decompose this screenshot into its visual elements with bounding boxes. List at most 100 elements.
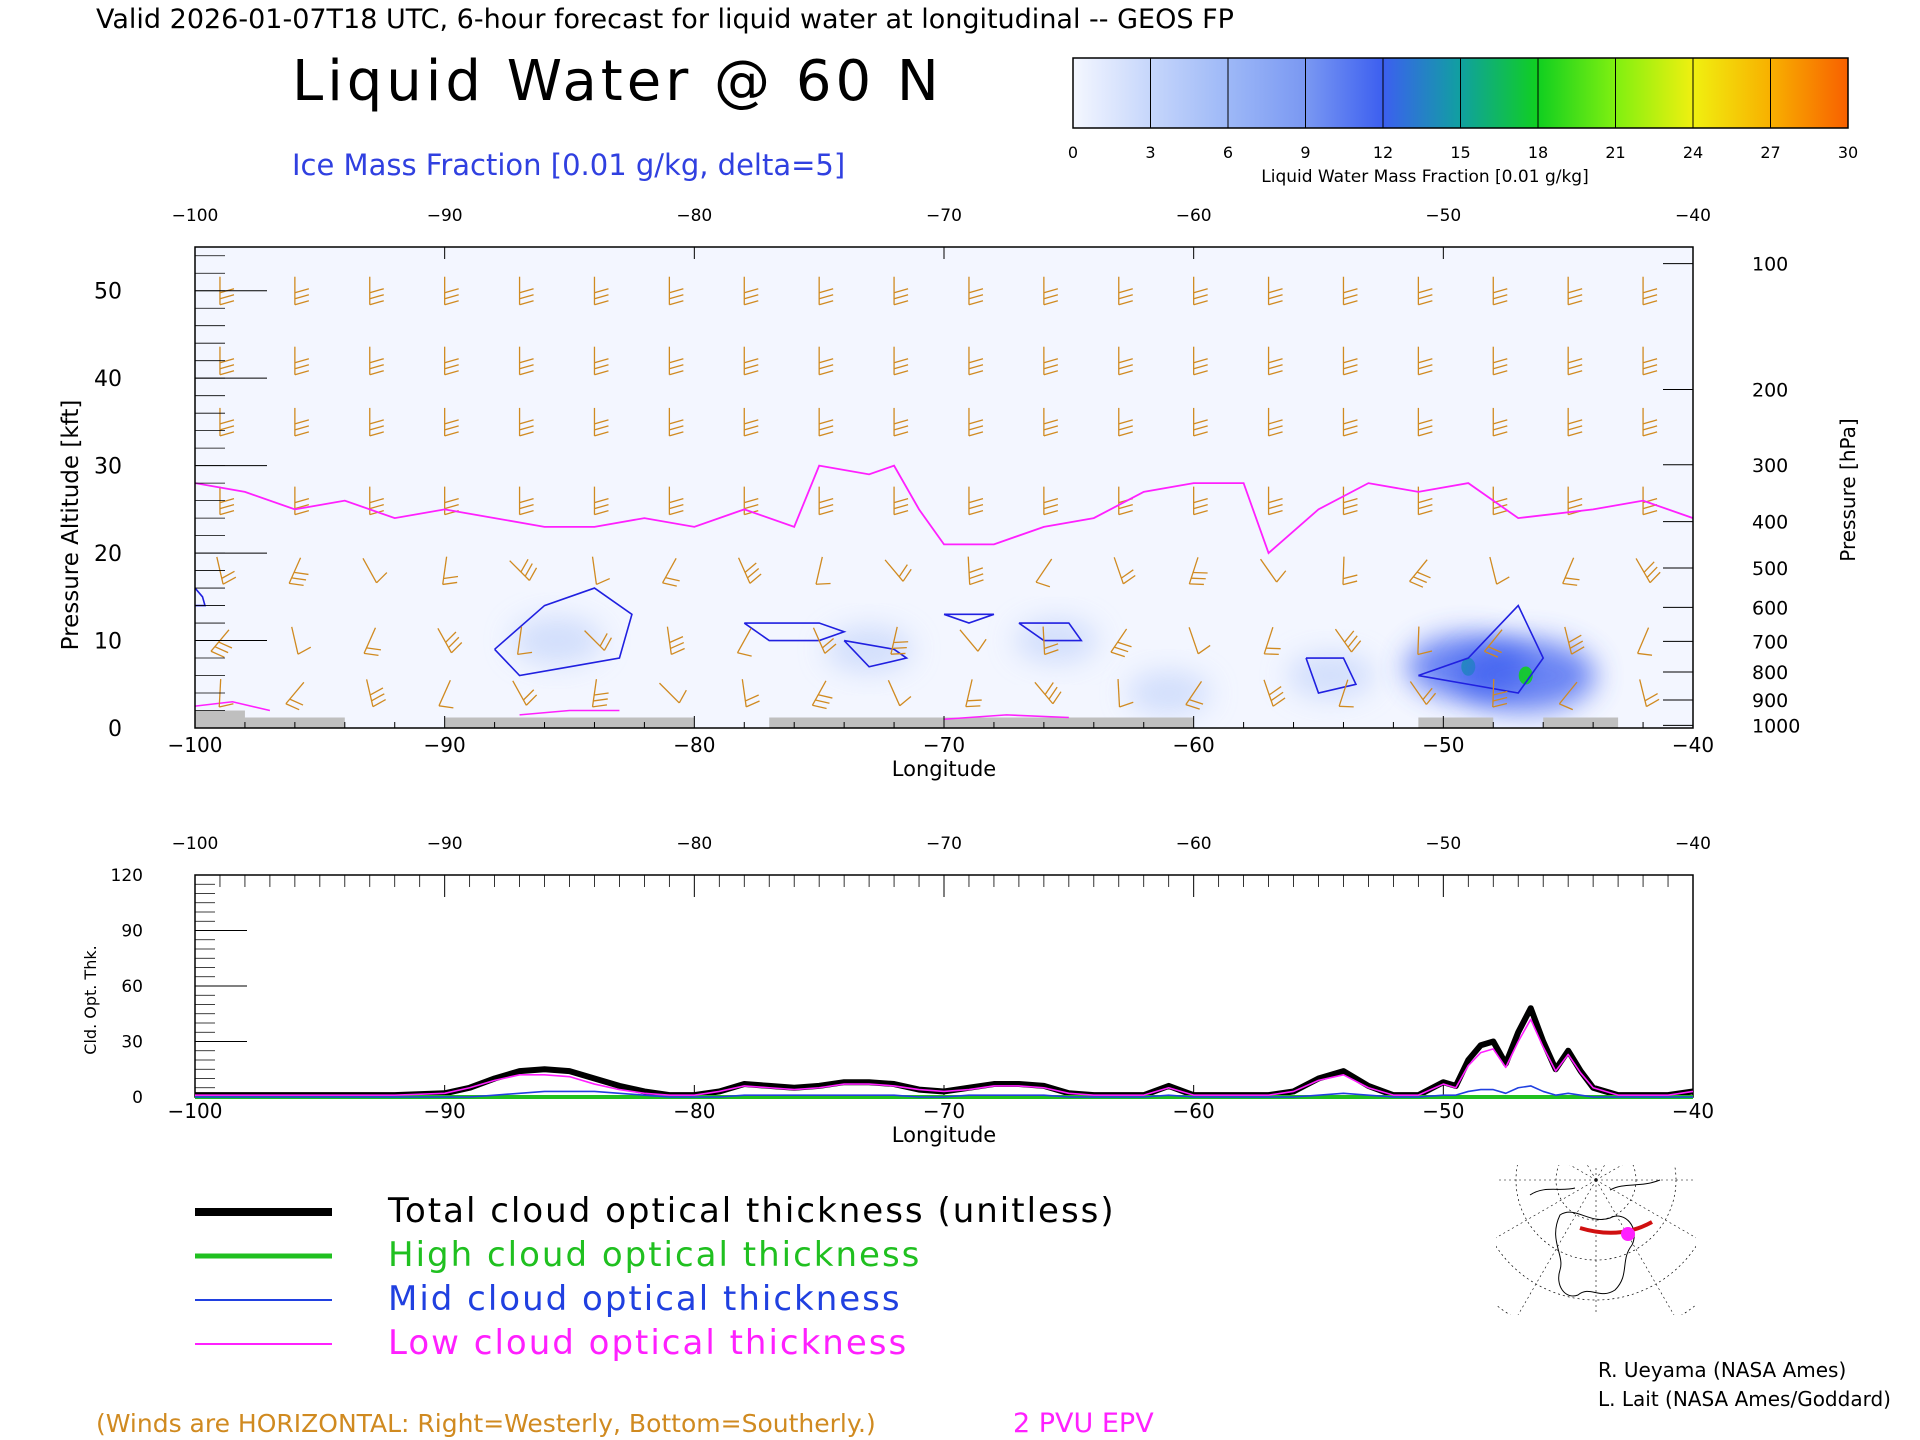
barb-flag [594,358,609,364]
barb-flag [899,695,912,707]
barb-flag [443,575,459,580]
wind-barb-shaft [285,681,305,711]
x-tick-label-top: −70 [926,834,962,854]
wind-barb [1193,276,1208,306]
barb-flag [594,364,609,370]
wind-barb-shaft [1263,627,1281,656]
wind-barb [968,276,984,306]
wind-barb [890,626,909,655]
barb-flag [744,294,759,300]
barb-flag [744,419,759,425]
wind-barb [362,558,388,584]
y-tick-label: 30 [121,1033,143,1053]
barb-flag [1268,509,1283,516]
y-tick-label: 120 [111,866,143,886]
barb-flag [1197,644,1211,655]
barb-line [1636,627,1650,654]
barb-line [591,679,598,707]
colorbar-label: Liquid Water Mass Fraction [0.01 g/kg] [1261,167,1588,187]
wind-barb-shaft [1417,407,1433,437]
barb-flag [1342,580,1358,586]
wind-barb-shaft [1409,559,1431,588]
barb-flag [968,503,984,510]
barb-flag [1268,294,1283,300]
barb-flag [1567,419,1583,425]
barb-flag [519,419,534,425]
barb-flag [1268,300,1283,306]
wind-barb [1567,276,1583,306]
barb-flag [893,497,909,504]
wind-barb-shaft [1043,346,1059,376]
barb-flag [1562,582,1578,586]
barb-flag [1567,497,1583,504]
barb-flag [293,571,309,576]
barb-flag [444,431,459,437]
barb-flag [1052,691,1062,705]
barb-flag [1193,509,1208,516]
wind-barb-shaft [1489,556,1510,585]
barb-flag [1118,370,1133,376]
wind-barb [288,557,309,587]
barb-flag [744,503,759,510]
x-tick-label: −60 [1173,1099,1215,1123]
wind-barb [893,407,909,437]
colorbar-tick-label: 6 [1223,143,1233,162]
wind-barb [1113,557,1136,585]
barb-line [1334,628,1353,653]
optical-thickness-panel: −100 −100 −90 −90 −80 −80 −70 −70 −60 −60 −50 −50 −4… [111,834,1715,1123]
wind-barb [444,407,459,437]
wind-barb-shaft [668,486,684,516]
barb-flag [818,294,834,300]
x-tick-label-top: −50 [1425,206,1461,226]
winds-footnote: (Winds are HORIZONTAL: Right=Westerly, B… [96,1409,876,1438]
colorbar-tick-label: 21 [1605,143,1625,162]
y-tick-label: 10 [94,630,122,655]
barb-flag [1569,640,1584,649]
page-title: Liquid Water @ 60 N [292,49,943,114]
barb-flag [968,370,984,376]
wind-barb [442,556,459,586]
meridian [1595,1179,1696,1239]
wind-barb [1342,346,1358,376]
barb-flag [1350,640,1362,653]
barb-flag [1418,431,1433,437]
barb-flag [744,364,759,370]
wind-barb [1117,679,1134,708]
wind-barb [593,486,609,516]
barb-flag [818,497,834,504]
y-tick-label: 60 [121,977,143,997]
barb-line [291,626,299,655]
wind-barb [1409,681,1437,705]
wind-barb [1639,679,1660,708]
barb-line [1113,557,1124,585]
barb-line [1188,557,1199,585]
barb-flag [219,370,235,376]
barb-flag [744,300,759,306]
barb-line [812,627,826,654]
wind-barb-shaft [893,346,909,376]
barb-flag [517,651,533,656]
barb-flag [294,425,310,431]
barb-flag [1118,288,1133,294]
barb-line [285,681,305,705]
wind-barb [1642,346,1658,376]
wind-barb-shaft [1342,486,1358,516]
barb-flag [444,358,459,364]
barb-flag [369,503,384,510]
barb-flag [294,497,310,504]
barb-flag [369,358,384,364]
barb-flag [1564,577,1580,581]
wind-barb [1342,556,1358,586]
wind-barb-shaft [1042,626,1059,656]
barb-flag [594,503,609,510]
wind-barb-shaft [1342,556,1358,586]
barb-line [512,680,527,706]
barb-line [1035,558,1053,583]
wind-barb-shaft [294,407,310,437]
wind-barb [1492,346,1508,376]
barb-flag [1418,364,1433,370]
colorbar-tick-label: 0 [1068,143,1078,162]
barb-flag [519,509,534,516]
wind-barb [365,679,386,708]
